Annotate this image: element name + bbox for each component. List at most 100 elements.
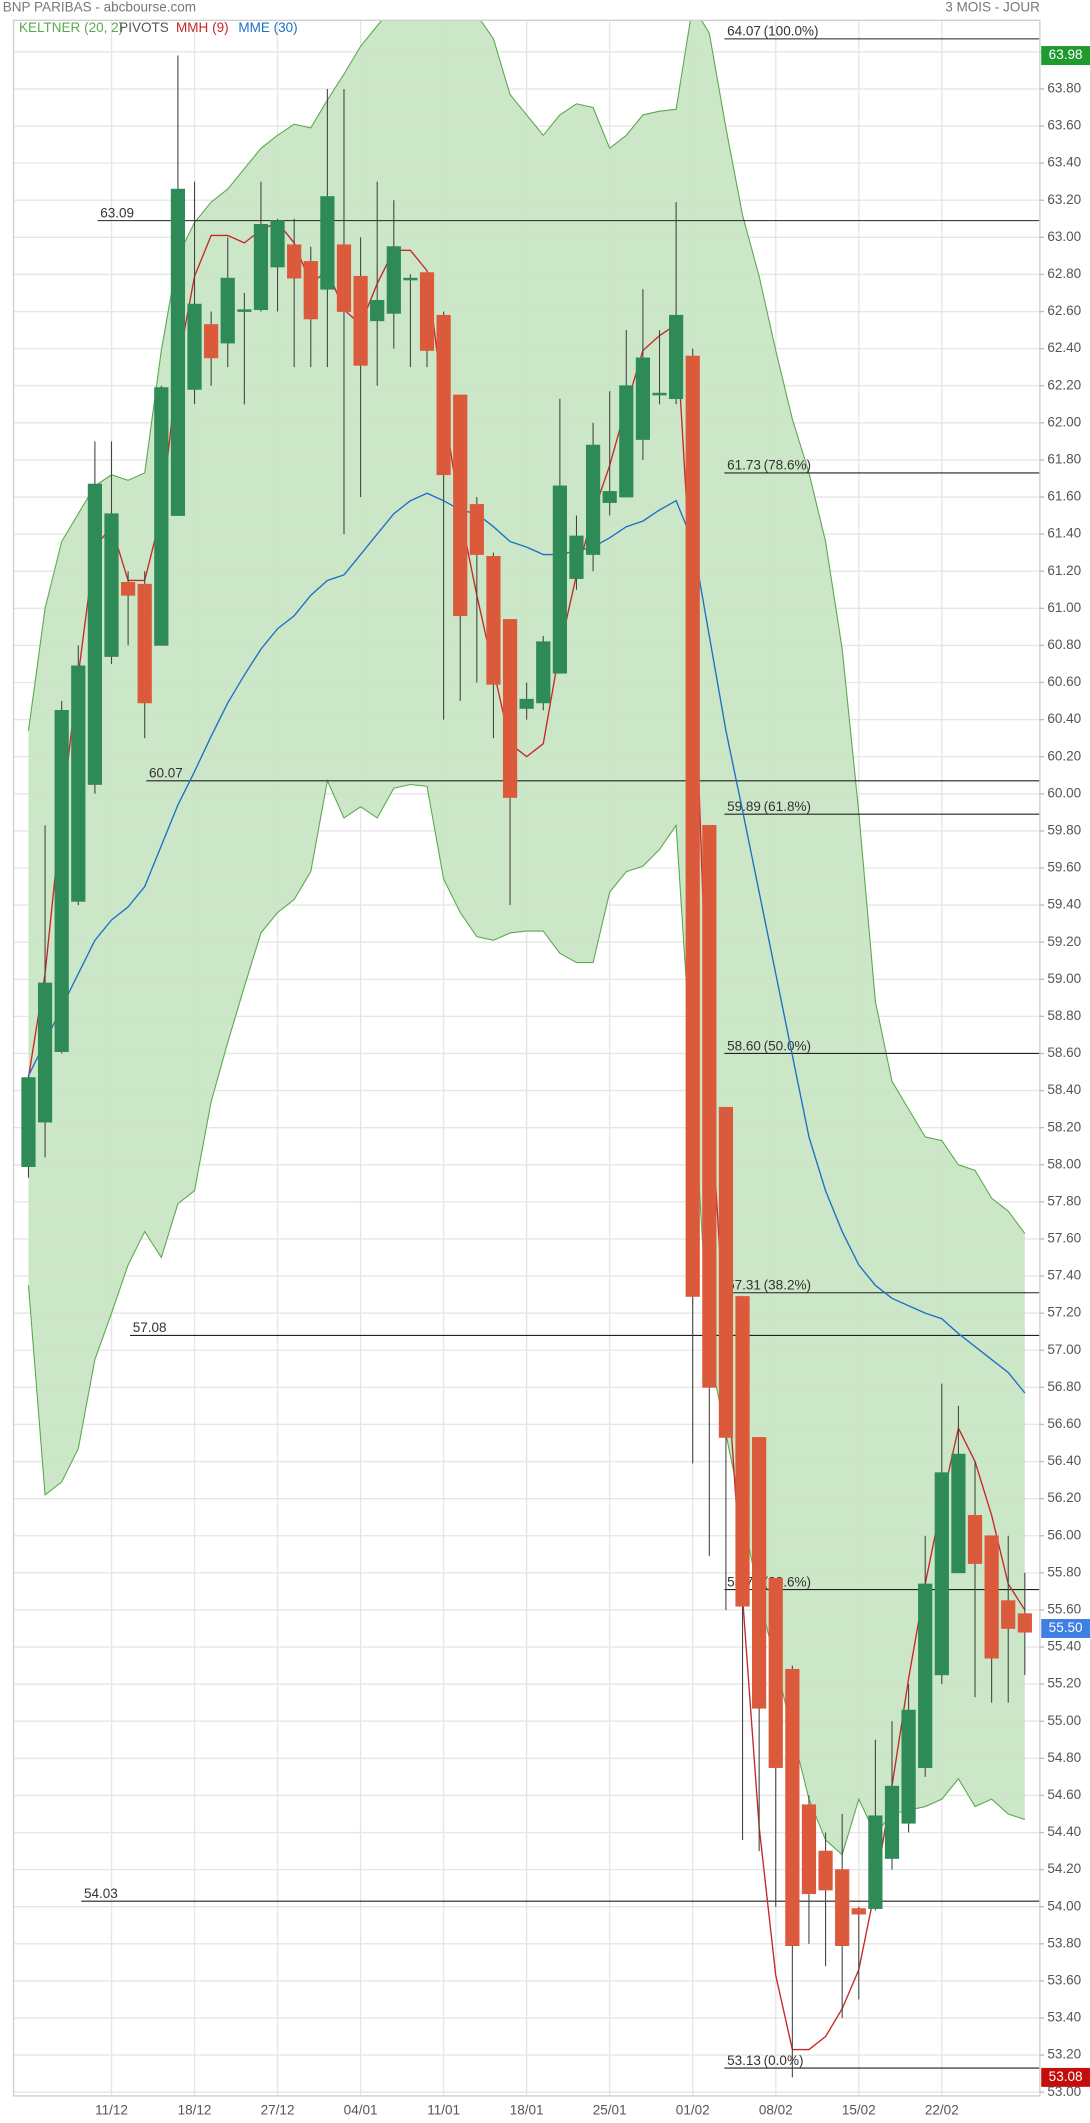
fib-percent-label: (38.2%) (764, 1278, 811, 1293)
candle-body (419, 272, 435, 351)
y-tick-label: 60.60 (1047, 674, 1081, 689)
y-tick-label: 53.60 (1047, 1972, 1081, 1987)
candle-body (253, 224, 269, 311)
candle-body (868, 1815, 883, 1909)
candle-body (685, 355, 700, 1297)
y-tick-label: 61.00 (1047, 600, 1081, 615)
y-tick-label: 59.00 (1047, 971, 1081, 986)
fib-value-label: 59.89 (727, 799, 761, 814)
y-tick-label: 63.80 (1047, 81, 1081, 96)
candle-body (785, 1668, 800, 1947)
candle-body (768, 1578, 783, 1768)
y-tick-label: 55.80 (1047, 1564, 1081, 1579)
y-tick-label: 54.60 (1047, 1787, 1081, 1802)
fib-percent-label: (61.8%) (764, 799, 811, 814)
legend-entry: MMH (9) (176, 20, 229, 35)
y-tick-label: 55.00 (1047, 1713, 1081, 1728)
candle-body (552, 485, 567, 674)
legend-entry: KELTNER (20, 2) (19, 20, 123, 35)
y-tick-label: 62.80 (1047, 266, 1081, 281)
pivot-label: 60.07 (149, 766, 183, 781)
candle-body (718, 1106, 734, 1438)
y-tick-label: 56.00 (1047, 1527, 1081, 1542)
x-tick-label: 11/01 (427, 2102, 460, 2117)
price-tag (1041, 1619, 1090, 1638)
candle-body (303, 261, 318, 320)
x-tick-label: 11/12 (95, 2102, 128, 2117)
y-tick-label: 62.00 (1047, 414, 1081, 429)
candle-body (71, 665, 86, 902)
y-tick-label: 57.40 (1047, 1268, 1081, 1283)
candle-body (386, 246, 401, 314)
x-tick-label: 18/01 (510, 2102, 544, 2117)
candle-body (1001, 1600, 1016, 1629)
candle-body (270, 220, 285, 268)
y-tick-label: 54.80 (1047, 1750, 1081, 1765)
candle-body (984, 1535, 999, 1659)
candle-body (1017, 1613, 1032, 1633)
y-tick-label: 61.60 (1047, 489, 1081, 504)
y-tick-label: 61.80 (1047, 451, 1081, 466)
y-tick-label: 60.20 (1047, 748, 1081, 763)
y-tick-label: 54.40 (1047, 1824, 1081, 1839)
candle-body (569, 535, 584, 579)
fib-percent-label: (50.0%) (764, 1038, 811, 1053)
legend-entry: MME (30) (238, 20, 297, 35)
y-tick-label: 62.20 (1047, 377, 1081, 392)
y-tick-label: 60.40 (1047, 711, 1081, 726)
candle-body (170, 188, 186, 516)
candle-body (602, 491, 617, 503)
chart-title: BNP PARIBAS - abcbourse.com (3, 0, 196, 15)
fib-percent-label: (100.0%) (764, 24, 819, 39)
axis-layer: 53.00 53.20 53.40 53.60 53.80 54.00 54.20 54.40… (95, 43, 1090, 2117)
candle-body (154, 387, 169, 646)
candle-body (204, 324, 219, 359)
y-tick-label: 57.60 (1047, 1231, 1081, 1246)
keltner-area (28, 20, 1025, 1855)
y-tick-label: 58.60 (1047, 1045, 1081, 1060)
y-tick-label: 53.20 (1047, 2047, 1081, 2062)
x-tick-label: 08/02 (759, 2102, 793, 2117)
y-tick-label: 62.40 (1047, 340, 1081, 355)
fib-value-label: 61.73 (727, 458, 761, 473)
candle-body (585, 444, 601, 555)
x-tick-label: 01/02 (676, 2102, 710, 2117)
candle-body (453, 394, 468, 617)
candle-body (735, 1296, 750, 1607)
y-tick-label: 61.40 (1047, 526, 1081, 541)
y-tick-label: 59.80 (1047, 822, 1081, 837)
y-tick-label: 60.00 (1047, 785, 1081, 800)
price-tag (1041, 46, 1090, 66)
y-tick-label: 58.80 (1047, 1008, 1081, 1023)
fib-value-label: 53.13 (727, 2053, 761, 2068)
y-tick-label: 63.00 (1047, 229, 1081, 244)
x-tick-label: 27/12 (261, 2102, 295, 2117)
candle-body (818, 1850, 833, 1891)
candle-body (436, 314, 451, 476)
y-tick-label: 54.00 (1047, 1898, 1081, 1913)
y-tick-label: 53.80 (1047, 1935, 1081, 1950)
x-tick-label: 18/12 (178, 2102, 212, 2117)
price-tag-label: 53.08 (1049, 2069, 1083, 2084)
x-tick-label: 25/01 (593, 2102, 627, 2117)
y-tick-label: 53.40 (1047, 2010, 1081, 2025)
pivot-label: 57.08 (133, 1320, 167, 1335)
y-tick-label: 56.40 (1047, 1453, 1081, 1468)
legend-entry: PIVOTS (119, 20, 169, 35)
candle-body (951, 1453, 966, 1574)
candle-body (469, 504, 484, 555)
candles-layer (21, 55, 1032, 2078)
candle-body (187, 303, 202, 390)
y-tick-label: 57.20 (1047, 1305, 1081, 1320)
y-tick-label: 58.40 (1047, 1082, 1081, 1097)
candle-body (320, 196, 335, 290)
y-tick-label: 56.20 (1047, 1490, 1081, 1505)
plot-frame (12, 19, 1041, 2097)
legend: KELTNER (20, 2)PIVOTS MMH (9) MME (30) (19, 20, 298, 35)
candle-body (370, 300, 385, 322)
candle-body (21, 1077, 36, 1167)
y-tick-label: 57.80 (1047, 1193, 1081, 1208)
price-tag-label: 55.50 (1049, 1620, 1083, 1635)
